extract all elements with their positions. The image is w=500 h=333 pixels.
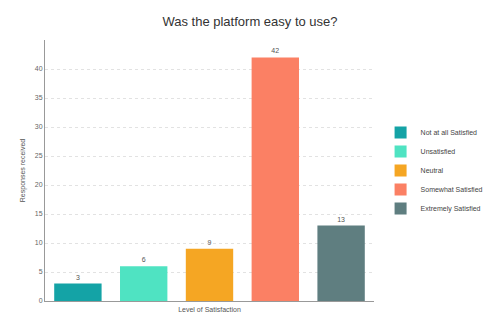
svg-text:Level of Satisfaction: Level of Satisfaction <box>178 306 241 313</box>
svg-text:Not at all Satisfied: Not at all Satisfied <box>421 129 478 136</box>
svg-text:3: 3 <box>76 274 80 281</box>
svg-text:Unsatisfied: Unsatisfied <box>421 148 456 155</box>
svg-text:Neutral: Neutral <box>421 167 444 174</box>
svg-text:15: 15 <box>35 210 43 217</box>
svg-text:Was the platform easy to use?: Was the platform easy to use? <box>162 14 337 29</box>
svg-text:42: 42 <box>271 47 279 54</box>
svg-text:10: 10 <box>35 239 43 246</box>
svg-text:6: 6 <box>142 256 146 263</box>
svg-text:40: 40 <box>35 65 43 72</box>
svg-text:Somewhat Satisfied: Somewhat Satisfied <box>421 186 483 193</box>
svg-text:30: 30 <box>35 123 43 130</box>
svg-text:Responses received: Responses received <box>19 139 27 203</box>
svg-text:25: 25 <box>35 152 43 159</box>
svg-text:13: 13 <box>337 216 345 223</box>
svg-text:5: 5 <box>39 268 43 275</box>
svg-text:0: 0 <box>39 297 43 304</box>
svg-text:Extremely Satisfied: Extremely Satisfied <box>421 205 481 213</box>
svg-text:35: 35 <box>35 94 43 101</box>
svg-text:20: 20 <box>35 181 43 188</box>
svg-text:9: 9 <box>208 239 212 246</box>
